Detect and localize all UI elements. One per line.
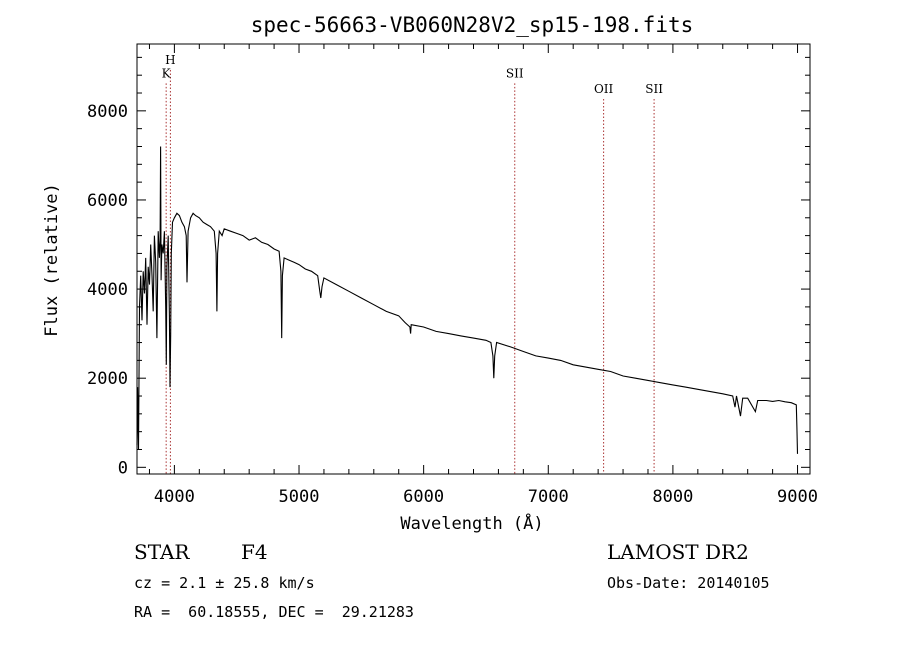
x-tick-label: 6000 [403,487,444,507]
survey-name: LAMOST DR2 [607,540,749,564]
obs-date: Obs-Date: 20140105 [607,574,770,592]
y-tick-label: 0 [118,458,128,478]
object-subclass: F4 [241,540,268,564]
x-tick-label: 4000 [154,487,195,507]
object-class: STAR [134,540,190,564]
line-marker-label: K [162,66,172,80]
x-tick-label: 8000 [652,487,693,507]
coordinates-text: RA = 60.18555, DEC = 29.21283 [134,603,414,621]
x-tick-label: 5000 [279,487,320,507]
y-tick-label: 6000 [87,191,128,211]
x-tick-label: 9000 [777,487,818,507]
x-tick-label: 7000 [528,487,569,507]
marker-labels: KH SII OII SII [162,53,664,96]
axis-ticks: 4000 5000 6000 7000 8000 9000 0 2000 4000 6000 800… [87,44,818,507]
line-marker-label: H [165,53,175,67]
y-tick-label: 4000 [87,280,128,300]
redshift-text: cz = 2.1 ± 25.8 km/s [134,574,315,592]
y-tick-label: 2000 [87,369,128,389]
y-tick-label: 8000 [87,102,128,122]
line-marker-label: SII [506,66,524,80]
chart-title: spec-56663-VB060N28V2_sp15-198.fits [251,13,694,37]
spectrum-line [136,146,799,454]
line-marker-layer [165,70,655,474]
line-marker-label: SII [645,82,663,96]
line-marker-label: OII [594,82,614,96]
plot-frame [136,43,811,475]
x-axis-label: Wavelength (Å) [400,512,543,534]
y-axis-label: Flux (relative) [42,183,62,337]
